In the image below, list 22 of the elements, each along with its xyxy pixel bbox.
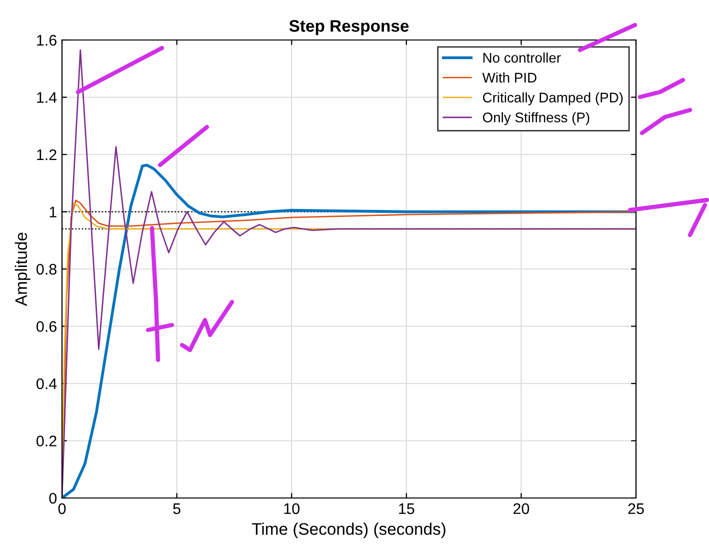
y-tick-label: 0.4: [36, 378, 57, 390]
chart-title: Step Response: [289, 20, 409, 36]
y-tick-label: 0.2: [36, 436, 56, 446]
y-tick-label: 1.6: [37, 34, 56, 46]
y-axis-title: Amplitude: [14, 232, 30, 306]
x-tick-label: 15: [399, 503, 414, 514]
x-tick-label: 5: [173, 503, 180, 514]
x-tick-label: 25: [628, 503, 644, 514]
y-tick-label: 1.2: [37, 149, 56, 160]
x-tick-label: 20: [513, 503, 530, 514]
y-tick-label: 1.4: [37, 92, 57, 103]
y-tick-label: 1: [50, 206, 56, 218]
x-axis-title: Time (Seconds) (seconds): [252, 522, 446, 538]
legend-label: Critically Damped (PD): [482, 92, 623, 106]
legend-label: No controller: [483, 52, 561, 63]
y-tick-label: 0.8: [36, 264, 56, 275]
x-tick-label: 0: [58, 503, 66, 514]
y-tick-label: 0.6: [36, 321, 56, 332]
legend-label: With PID: [482, 72, 536, 83]
legend-label: Only Stiffness (P): [482, 112, 590, 126]
y-tick-label: 0: [49, 492, 57, 504]
x-tick-label: 10: [284, 503, 300, 514]
